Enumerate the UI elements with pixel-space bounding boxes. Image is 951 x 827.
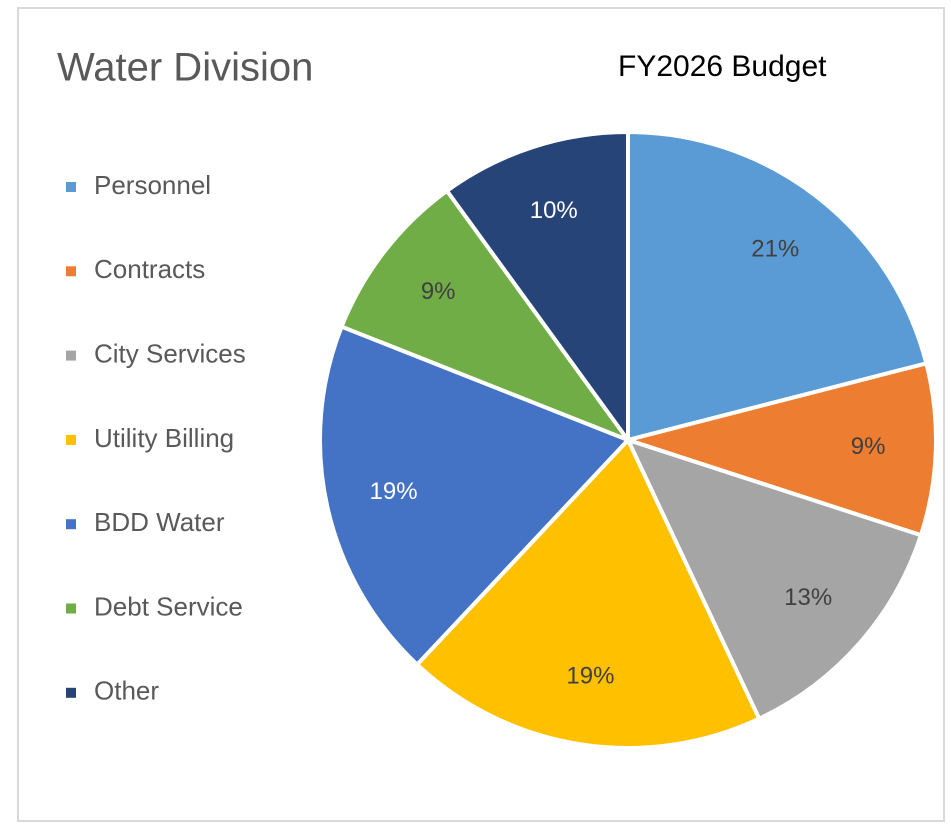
data-label: 9% <box>851 433 886 460</box>
legend-label: City Services <box>94 338 246 368</box>
data-label: 13% <box>784 584 832 611</box>
legend-label: Other <box>94 676 159 706</box>
legend-marker <box>66 687 76 698</box>
pie-slice <box>626 129 929 443</box>
data-label: 19% <box>370 478 418 505</box>
legend-label: Personnel <box>94 170 211 200</box>
pie-slice <box>339 188 634 445</box>
pie-slice <box>414 436 762 750</box>
chart-subtitle: FY2026 Budget <box>618 50 827 83</box>
data-label: 10% <box>530 197 578 224</box>
legend-label: Debt Service <box>94 591 243 621</box>
chart-title: Water Division <box>57 46 313 90</box>
legend-label: Utility Billing <box>94 423 234 453</box>
data-label: 21% <box>751 236 799 263</box>
legend-marker <box>66 519 76 530</box>
legend-marker <box>66 266 76 277</box>
legend-marker <box>66 434 76 445</box>
pie-slice <box>620 360 938 538</box>
data-label: 9% <box>421 278 456 305</box>
pie-slice <box>444 129 630 447</box>
legend-marker <box>66 182 76 192</box>
data-label: 19% <box>566 663 614 690</box>
legend-marker <box>66 350 76 361</box>
legend-label: Contracts <box>94 254 205 284</box>
legend-marker <box>66 603 76 614</box>
pie-slice <box>624 436 924 722</box>
legend-label: BDD Water <box>94 507 225 537</box>
